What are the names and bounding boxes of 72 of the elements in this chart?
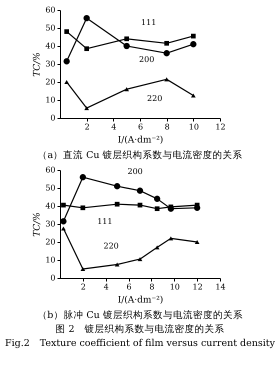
point xyxy=(154,206,160,212)
point xyxy=(190,34,196,38)
point xyxy=(61,202,66,208)
point xyxy=(190,41,196,48)
point xyxy=(84,106,90,110)
point xyxy=(80,174,86,180)
y-tick-label: 20 xyxy=(45,78,56,86)
point xyxy=(168,236,174,240)
point xyxy=(114,183,120,190)
x-axis-title: I/(A·dm⁻²) xyxy=(118,136,164,146)
x-tick-label: 14 xyxy=(215,282,226,292)
point xyxy=(136,188,144,194)
series-label: 220 xyxy=(104,242,119,250)
point xyxy=(61,226,66,231)
x-tick-label: 8 xyxy=(164,122,170,132)
x-tick-label: 8 xyxy=(149,282,154,292)
x-tick-label: 4 xyxy=(111,122,116,132)
series-label: 220 xyxy=(147,94,162,104)
series-label: 200 xyxy=(128,167,143,176)
x-tick-label: 4 xyxy=(104,282,109,292)
x-tick-label: 10 xyxy=(170,282,180,292)
text: （a）直流 Cu 镀层织构系数与电流密度的关系 xyxy=(37,149,243,161)
x-tick-label: 2 xyxy=(80,282,86,292)
x-tick-label: 12 xyxy=(192,282,203,292)
series-label: 111 xyxy=(141,18,156,27)
y-tick-label: 30 xyxy=(45,60,56,68)
x-tick-label: 6 xyxy=(126,282,132,292)
point xyxy=(138,202,142,208)
point xyxy=(114,262,120,267)
point xyxy=(164,50,170,56)
x-tick-label: 12 xyxy=(215,122,226,132)
text: （b）脉冲 Cu 镀层织构系数与电流密度的关系 xyxy=(37,309,243,321)
point xyxy=(64,80,70,84)
point xyxy=(138,257,142,262)
y-tick-label: 40 xyxy=(45,202,56,210)
point xyxy=(154,196,160,202)
y-tick-label: 0 xyxy=(50,114,56,122)
point xyxy=(84,14,90,22)
y-tick-label: 30 xyxy=(45,220,56,228)
x-tick-label: 10 xyxy=(188,122,199,132)
point xyxy=(80,205,86,210)
y-tick-label: 60 xyxy=(45,166,56,174)
series-label: 200 xyxy=(139,55,154,64)
point xyxy=(154,245,160,250)
y-tick-label: 50 xyxy=(45,184,56,192)
point xyxy=(60,218,67,224)
x-axis-title: I/(A·dm⁻²) xyxy=(118,296,164,306)
x-tick-label: 6 xyxy=(138,122,144,132)
y-tick-label: 0 xyxy=(50,274,56,282)
point xyxy=(124,36,130,42)
x-tick-label: 2 xyxy=(84,122,90,132)
y-tick-label: 10 xyxy=(45,96,56,104)
caption: 图 2 镀层织构系数与电流密度的关系 xyxy=(55,323,225,335)
point xyxy=(84,46,90,52)
point xyxy=(80,266,86,272)
point xyxy=(164,40,170,46)
series-label: 111 xyxy=(97,216,112,226)
point xyxy=(194,240,200,244)
point xyxy=(190,93,196,98)
y-tick-label: 50 xyxy=(45,24,56,32)
point xyxy=(164,77,170,82)
point xyxy=(114,202,120,207)
y-tick-label: 20 xyxy=(45,238,56,246)
point xyxy=(64,29,70,34)
y-tick-label: 10 xyxy=(45,256,56,264)
point xyxy=(64,58,70,64)
y-axis-title: TC/% xyxy=(32,52,42,77)
caption: Fig.2 Texture coefficient of film versus current density xyxy=(5,338,276,349)
point xyxy=(124,42,130,50)
y-tick-label: 60 xyxy=(45,6,56,14)
y-axis-title: TC/% xyxy=(32,212,42,237)
y-tick-label: 40 xyxy=(45,42,56,50)
